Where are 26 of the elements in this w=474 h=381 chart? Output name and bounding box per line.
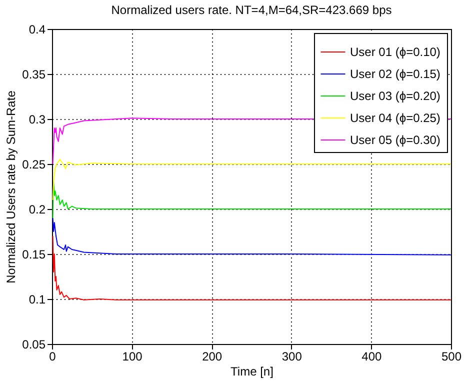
y-tick-label: 0.4: [28, 22, 46, 36]
x-tick-label: 500: [441, 350, 462, 364]
x-tick-label: 400: [362, 350, 382, 364]
y-tick-label: 0.2: [28, 202, 46, 216]
legend-label: User 01 (ϕ=0.10): [350, 45, 440, 59]
chart-title: Normalized users rate. NT=4,M=64,SR=423.669 bps: [111, 3, 392, 17]
line-series: [52, 236, 452, 300]
y-tick-label: 0.35: [22, 68, 46, 82]
legend-label: User 04 (ϕ=0.25): [350, 111, 440, 125]
x-axis-title: Time [n]: [230, 364, 274, 378]
x-tick-label: 200: [202, 350, 222, 364]
y-tick-label: 0.25: [22, 158, 46, 172]
y-tick-label: 0.15: [22, 248, 46, 262]
line-series: [52, 159, 452, 200]
y-tick-label: 0.3: [28, 112, 46, 126]
y-tick-label: 0.1: [28, 292, 46, 306]
legend-label: User 03 (ϕ=0.20): [350, 89, 440, 103]
y-axis-title: Normalized Users rate by Sum-Rate: [4, 90, 18, 284]
y-tick-label: 0.05: [22, 338, 46, 352]
legend-label: User 05 (ϕ=0.30): [350, 133, 440, 147]
legend-label: User 02 (ϕ=0.15): [350, 67, 440, 81]
x-tick-label: 0: [49, 350, 56, 364]
x-tick-label: 300: [282, 350, 302, 364]
line-series: [52, 182, 452, 218]
x-tick-label: 100: [122, 350, 143, 364]
line-series: [52, 218, 452, 256]
